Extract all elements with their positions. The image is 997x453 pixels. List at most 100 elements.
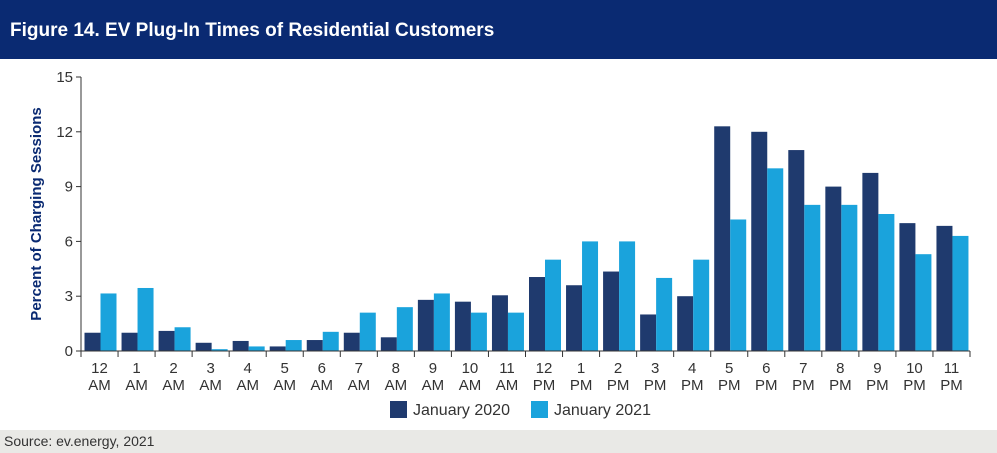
bar-2021: [619, 241, 636, 351]
x-tick-label-ampm: AM: [125, 377, 148, 394]
bar-2020: [158, 330, 175, 351]
x-tick-label-ampm: PM: [718, 377, 741, 394]
bar-2020: [121, 332, 138, 351]
x-tick-label-ampm: PM: [644, 377, 667, 394]
bar-2020: [232, 340, 249, 351]
bar-2021: [174, 327, 191, 351]
bar-2020: [491, 295, 508, 351]
bar-2020: [862, 172, 879, 351]
y-axis-label: Percent of Charging Sessions: [28, 107, 45, 320]
x-tick-label-ampm: AM: [88, 377, 111, 394]
x-tick-label-hour: 9: [873, 360, 881, 377]
bar-2021: [396, 307, 413, 351]
x-tick-label-ampm: AM: [348, 377, 371, 394]
x-tick-label-hour: 12: [536, 360, 553, 377]
bar-2021: [915, 254, 932, 351]
x-tick-label-ampm: AM: [236, 377, 259, 394]
x-tick-label-ampm: PM: [570, 377, 593, 394]
x-tick-label-ampm: AM: [162, 377, 185, 394]
legend-label: January 2020: [413, 402, 510, 419]
bar-2021: [100, 293, 117, 351]
x-tick-label-ampm: AM: [496, 377, 519, 394]
x-tick-label-hour: 6: [762, 360, 770, 377]
bar-2021: [804, 204, 821, 351]
x-tick-label-ampm: PM: [607, 377, 630, 394]
bar-2021: [137, 287, 154, 351]
x-tick-label-ampm: PM: [866, 377, 889, 394]
bar-2021: [730, 219, 747, 351]
bar-2021: [322, 331, 339, 351]
bar-2020: [603, 271, 620, 351]
bar-2020: [566, 285, 583, 351]
y-tick-label: 9: [65, 179, 73, 196]
legend-swatch: [531, 401, 548, 418]
bar-2020: [529, 277, 545, 351]
chart-area: 0 3 6 9 12 15 12 AM 1 AM 2 AM 3 AM 4 AM 5 AM 6 AM 7 AM 8 AM 9 AM…: [0, 59, 997, 430]
x-tick-label-ampm: PM: [755, 377, 778, 394]
x-tick-label-ampm: PM: [792, 377, 815, 394]
bars: [84, 126, 969, 351]
bar-2021: [582, 241, 599, 351]
bar-2020: [417, 299, 434, 351]
bar-2020: [195, 342, 212, 351]
x-tick-label-hour: 10: [906, 360, 923, 377]
x-tick-label-ampm: AM: [459, 377, 482, 394]
bar-2021: [952, 235, 969, 351]
y-tick-label: 0: [65, 343, 73, 360]
x-tick-label-hour: 3: [651, 360, 659, 377]
x-tick-label-hour: 2: [614, 360, 622, 377]
x-tick-label-ampm: AM: [422, 377, 445, 394]
x-tick-label-hour: 8: [836, 360, 844, 377]
x-tick-label-hour: 7: [355, 360, 363, 377]
bar-2020: [677, 296, 694, 351]
source-bar: Source: ev.energy, 2021: [0, 430, 997, 453]
x-tick-label-hour: 3: [206, 360, 214, 377]
bar-2021: [545, 259, 561, 351]
bar-2020: [714, 126, 731, 351]
bar-2020: [936, 225, 953, 351]
bar-2020: [825, 186, 842, 351]
bar-2020: [899, 223, 916, 351]
x-tick-label-ampm: PM: [829, 377, 852, 394]
x-tick-label-ampm: AM: [273, 377, 296, 394]
x-tick-label-ampm: AM: [311, 377, 334, 394]
bar-2021: [767, 168, 784, 351]
bar-2021: [359, 312, 376, 351]
legend-swatch: [390, 401, 407, 418]
bar-2021: [693, 259, 710, 351]
bar-2020: [306, 340, 323, 351]
x-tick-label-ampm: AM: [199, 377, 222, 394]
title-bar: Figure 14. EV Plug-In Times of Residenti…: [0, 0, 997, 59]
bar-2021: [507, 312, 524, 351]
y-axis-ticks: 0 3 6 9 12 15: [56, 69, 81, 360]
x-tick-label-ampm: PM: [903, 377, 926, 394]
x-tick-label-hour: 10: [462, 360, 479, 377]
x-tick-label-hour: 5: [281, 360, 289, 377]
x-tick-label-hour: 11: [944, 360, 960, 377]
x-tick-label-hour: 2: [169, 360, 177, 377]
bar-2020: [84, 332, 101, 351]
bar-2021: [841, 204, 858, 351]
x-axis-ticks: 12AM1AM2AM3AM4AM5AM6AM7AM8AM9AM10AM11AM1…: [80, 351, 971, 394]
x-tick-label-ampm: PM: [681, 377, 704, 394]
x-tick-label-ampm: AM: [385, 377, 408, 394]
bar-2021: [656, 277, 673, 351]
bar-2020: [788, 150, 805, 351]
x-tick-label-hour: 9: [429, 360, 437, 377]
y-tick-label: 12: [56, 124, 73, 141]
bar-2020: [269, 346, 286, 351]
bar-2021: [248, 346, 265, 351]
y-tick-label: 15: [56, 69, 73, 86]
bar-2021: [878, 214, 895, 351]
bar-2021: [470, 312, 487, 351]
bar-2020: [380, 337, 397, 351]
figure-title: Figure 14. EV Plug-In Times of Residenti…: [10, 20, 495, 41]
bar-2021: [433, 293, 450, 351]
y-tick-label: 6: [65, 233, 73, 250]
x-tick-label-hour: 5: [725, 360, 733, 377]
x-tick-label-hour: 6: [318, 360, 326, 377]
bar-2020: [640, 314, 657, 351]
x-tick-label-hour: 8: [392, 360, 400, 377]
legend: January 2020 January 2021: [390, 401, 651, 419]
bar-2020: [343, 332, 360, 351]
